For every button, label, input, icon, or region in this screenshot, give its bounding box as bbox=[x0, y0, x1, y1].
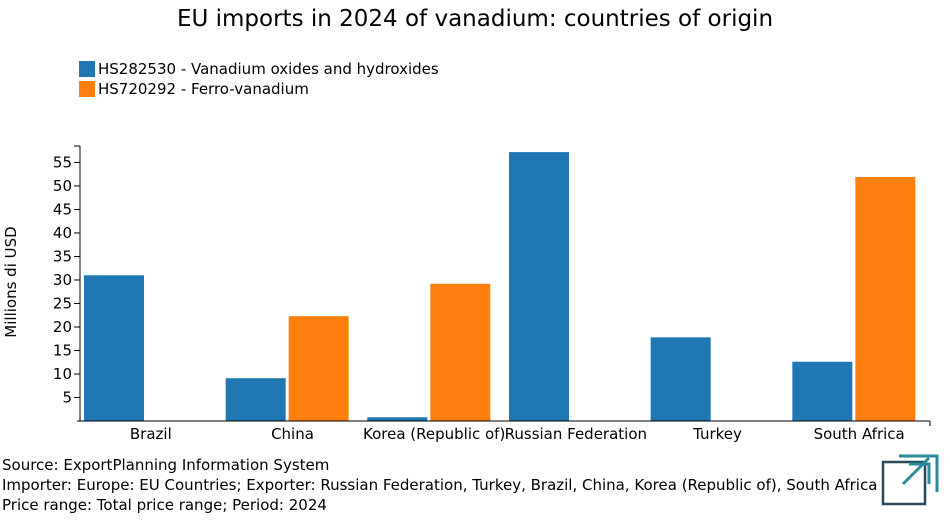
footer-source: Source: ExportPlanning Information Syste… bbox=[2, 456, 330, 474]
legend-item-hs282530: HS282530 - Vanadium oxides and hydroxide… bbox=[79, 59, 439, 79]
bar-china-s1 bbox=[225, 378, 286, 421]
exportplanning-logo-icon bbox=[881, 454, 939, 506]
y-tick-label-50: 50 bbox=[53, 177, 72, 195]
footer-importer: Importer: Europe: EU Countries; Exporter… bbox=[2, 476, 878, 494]
x-tick-label-russian-federation: Russian Federation bbox=[505, 425, 647, 443]
chart-title: EU imports in 2024 of vanadium: countrie… bbox=[176, 6, 774, 32]
bar-brazil-s1 bbox=[84, 275, 144, 421]
y-tick-label-20: 20 bbox=[53, 318, 72, 336]
footer: Source: ExportPlanning Information Syste… bbox=[2, 455, 877, 515]
bar-china-s2 bbox=[288, 316, 349, 421]
y-tick-label-55: 55 bbox=[53, 153, 72, 171]
y-tick-label-10: 10 bbox=[53, 365, 72, 383]
y-tick-label-30: 30 bbox=[53, 271, 72, 289]
legend-label-hs282530: HS282530 - Vanadium oxides and hydroxide… bbox=[98, 60, 439, 78]
y-tick-label-35: 35 bbox=[53, 247, 72, 265]
bar-korea-republic-of--s2 bbox=[430, 283, 491, 421]
x-tick-label-korea-republic-of-: Korea (Republic of) bbox=[363, 425, 505, 443]
legend: HS282530 - Vanadium oxides and hydroxide… bbox=[79, 59, 439, 99]
legend-swatch-hs720292 bbox=[79, 81, 95, 97]
y-tick-label-25: 25 bbox=[53, 294, 72, 312]
y-tick-label-45: 45 bbox=[53, 200, 72, 218]
bar-south-africa-s1 bbox=[792, 361, 853, 421]
legend-label-hs720292: HS720292 - Ferro-vanadium bbox=[98, 80, 309, 98]
x-tick-label-brazil: Brazil bbox=[130, 425, 172, 443]
y-tick-label-40: 40 bbox=[53, 224, 72, 242]
x-tick-label-china: China bbox=[271, 425, 314, 443]
x-tick-label-south-africa: South Africa bbox=[814, 425, 905, 443]
y-tick-label-5: 5 bbox=[62, 388, 72, 406]
x-tick-label-turkey: Turkey bbox=[692, 425, 742, 443]
legend-item-hs720292: HS720292 - Ferro-vanadium bbox=[79, 79, 439, 99]
legend-swatch-hs282530 bbox=[79, 61, 95, 77]
bar-russian-federation-s1 bbox=[509, 152, 569, 421]
footer-price: Price range: Total price range; Period: … bbox=[2, 496, 327, 514]
bar-south-africa-s2 bbox=[855, 177, 916, 421]
bar-korea-republic-of--s1 bbox=[367, 417, 428, 421]
bar-turkey-s1 bbox=[650, 337, 711, 421]
y-tick-label-15: 15 bbox=[53, 341, 72, 359]
